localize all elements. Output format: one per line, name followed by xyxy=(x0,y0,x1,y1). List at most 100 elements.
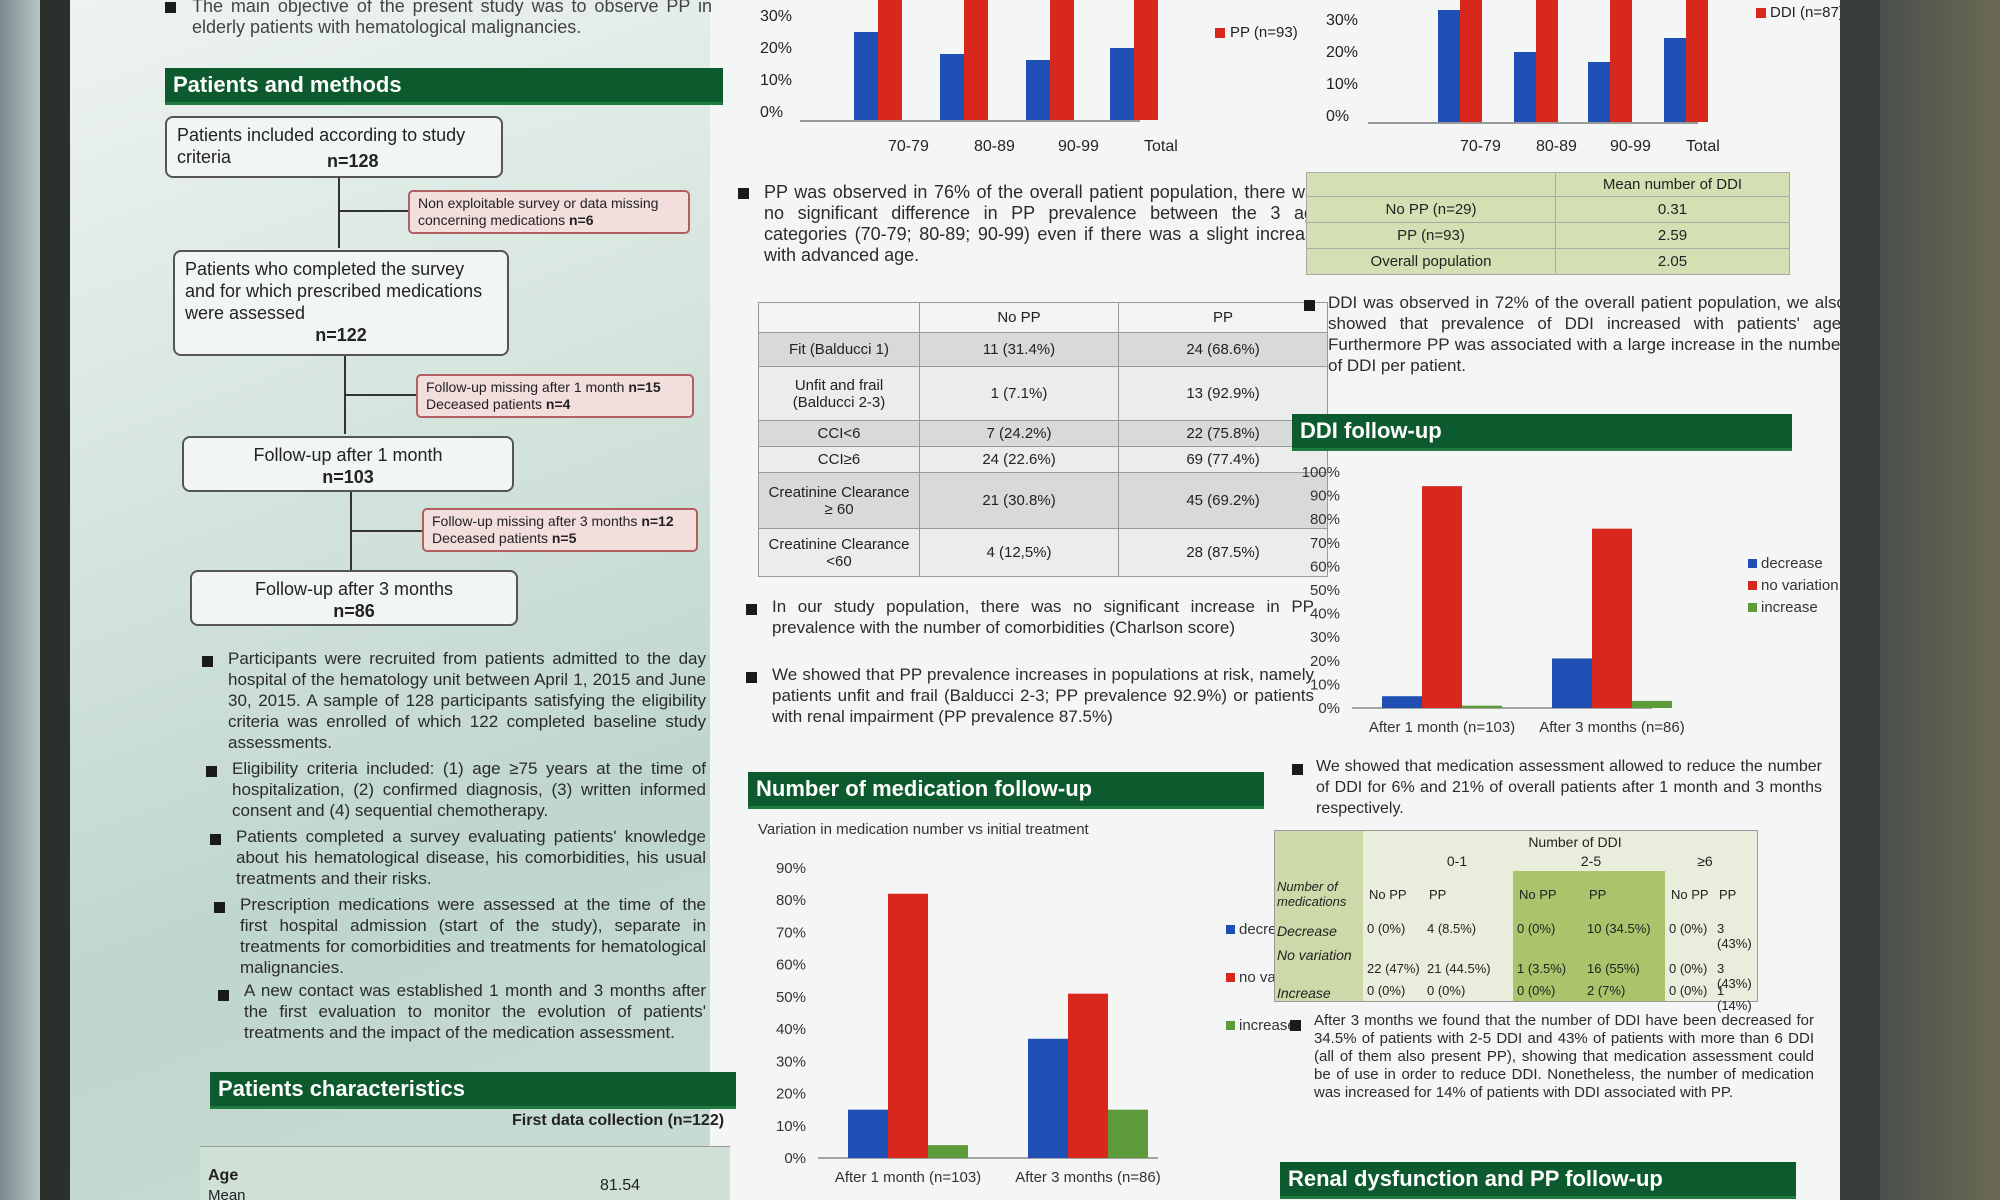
flow-missing-text: Follow-up missing after 1 month xyxy=(426,379,625,395)
flow-box-n: n=128 xyxy=(327,151,379,171)
age-label: Age xyxy=(208,1167,239,1184)
flow-excluded-text: Non exploitable survey or data missing c… xyxy=(418,195,659,228)
table-row: CCI<6 7 (24.2%) 22 (75.8%) xyxy=(758,420,1328,447)
flow-missing-1m-box: Follow-up missing after 1 month n=15 Dec… xyxy=(416,374,694,418)
age-mean-value: 81.54 xyxy=(600,1177,641,1194)
bar-noPP xyxy=(1110,48,1134,120)
bar-increase xyxy=(928,1145,968,1158)
x-tick-label: After 1 month (n=103) xyxy=(1369,719,1515,736)
legend-label: DDI (n=87) xyxy=(1770,4,1840,21)
bar-noDDI xyxy=(1588,62,1610,122)
legend-label: decrease xyxy=(1761,555,1823,572)
table-cell: 0 (0%) xyxy=(1517,983,1556,998)
bar-no-variation xyxy=(1068,993,1108,1158)
methods-bullet-3: Patients completed a survey evaluating p… xyxy=(236,827,706,888)
y-tick-label: 40% xyxy=(1310,606,1340,623)
bar-ddi xyxy=(1610,0,1632,122)
bullet xyxy=(218,990,229,1001)
bullet xyxy=(746,604,757,615)
y-tick-label: 70% xyxy=(776,924,806,941)
characteristics-table: Age Mean 81.54 xyxy=(200,1146,730,1200)
sub-header: PP xyxy=(1589,887,1607,902)
sub-header: No PP xyxy=(1671,887,1709,902)
sub-header: PP xyxy=(1719,887,1737,902)
table-cell: 24 (68.6%) xyxy=(1118,332,1328,367)
x-tick-label: After 1 month (n=103) xyxy=(835,1169,981,1186)
table-cell: Unfit and frail (Balducci 2-3) xyxy=(758,366,920,421)
x-tick: Total xyxy=(1686,138,1720,155)
flow-deceased-n: n=4 xyxy=(545,396,571,412)
group-header: 0-1 xyxy=(1446,853,1468,869)
table-title: Number of DDI xyxy=(1528,834,1622,850)
legend-swatch xyxy=(1215,28,1225,38)
y-tick-label: 0% xyxy=(1318,700,1340,717)
y-tick: 20% xyxy=(760,40,793,57)
table-cell: 0.31 xyxy=(1555,196,1790,223)
y-tick-label: 0% xyxy=(784,1150,806,1167)
medication-chart-plot: 90% 80% 70% 60% 50% 40% 30% 20% 10% 0% After 1 mon… xyxy=(776,860,1317,1186)
table-header xyxy=(758,302,920,333)
bullet xyxy=(1292,764,1303,775)
ddi-followup-chart: 100% 90% 80% 70% 60% 50% 40% 30% 20% 10% 0% After 1… xyxy=(1302,464,1839,736)
legend-swatch xyxy=(1226,925,1235,934)
table-cell: 7 (24.2%) xyxy=(919,420,1119,447)
x-tick: 90-99 xyxy=(1058,138,1099,155)
bar-noDDI xyxy=(1514,52,1536,122)
comorbidity-bullet: In our study population, there was no si… xyxy=(772,597,1314,637)
legend-label: no variation xyxy=(1761,577,1839,594)
table-cell: 45 (69.2%) xyxy=(1118,472,1328,529)
bar-ddi xyxy=(1536,0,1558,122)
x-tick: 90-99 xyxy=(1610,138,1651,155)
x-tick-label: After 3 months (n=86) xyxy=(1015,1169,1161,1186)
ddi-chart-plot: 100% 90% 80% 70% 60% 50% 40% 30% 20% 10% 0% After 1… xyxy=(1302,464,1839,736)
y-tick: 20% xyxy=(1326,44,1359,61)
table-cell: 1 (14%) xyxy=(1717,983,1752,1013)
x-tick: 70-79 xyxy=(1460,138,1501,155)
flow-box-included: Patients included according to study cri… xyxy=(165,116,503,178)
legend-swatch xyxy=(1226,973,1235,982)
mean-label: Mean xyxy=(208,1187,246,1200)
y-tick: 30% xyxy=(1326,12,1359,29)
ddi-age-bars xyxy=(1438,0,1738,122)
flow-missing-3m-box: Follow-up missing after 3 months n=12 De… xyxy=(422,508,698,552)
table-cell: 21 (44.5%) xyxy=(1427,961,1491,976)
legend-swatch xyxy=(1748,559,1757,568)
bullet xyxy=(1304,300,1315,311)
table-cell: No PP (n=29) xyxy=(1306,196,1556,223)
table-row: Unfit and frail (Balducci 2-3) 1 (7.1%) 13… xyxy=(758,366,1328,421)
group-header: ≥6 xyxy=(1697,853,1713,869)
bar-noPP xyxy=(854,32,878,120)
y-tick-label: 90% xyxy=(776,860,806,877)
y-tick-label: 10% xyxy=(1310,676,1340,693)
y-tick: 10% xyxy=(760,72,793,89)
section-patients-methods: Patients and methods xyxy=(165,68,723,105)
bar-increase xyxy=(1462,705,1502,708)
table-cell: 10 (34.5%) xyxy=(1587,921,1651,936)
table-row: Fit (Balducci 1) 11 (31.4%) 24 (68.6%) xyxy=(758,332,1328,367)
y-tick-label: 30% xyxy=(776,1053,806,1070)
legend-swatch xyxy=(1226,1021,1235,1030)
y-tick-label: 90% xyxy=(1310,488,1340,505)
bar-decrease xyxy=(1552,658,1592,708)
bullet xyxy=(210,834,221,845)
table-cell: 0 (0%) xyxy=(1367,983,1406,998)
legend-swatch xyxy=(1748,581,1757,590)
background-wall-right xyxy=(1880,0,2000,1200)
y-tick: 10% xyxy=(1326,76,1359,93)
methods-bullet-4: Prescription medications were assessed a… xyxy=(240,895,706,977)
y-tick-label: 50% xyxy=(776,989,806,1006)
table-header: No PP xyxy=(919,302,1119,333)
methods-bullet-2: Eligibility criteria included: (1) age ≥… xyxy=(232,759,706,820)
bullet xyxy=(746,672,757,683)
bullet xyxy=(206,766,217,777)
table-cell: 3 (43%) xyxy=(1717,961,1752,991)
bullet xyxy=(202,656,213,667)
flow-box-n: n=122 xyxy=(315,325,367,345)
x-tick: 80-89 xyxy=(1536,138,1577,155)
chart-title: Variation in medication number vs initia… xyxy=(758,821,1090,838)
ddi-number-table: Number of DDI 0-1 2-5 ≥6 Number of medic… xyxy=(1274,830,1758,1013)
medication-followup-chart: Variation in medication number vs initia… xyxy=(758,821,1317,1186)
table-row: Creatinine Clearance <60 4 (12,5%) 28 (87.… xyxy=(758,528,1328,577)
table-cell: 21 (30.8%) xyxy=(919,472,1119,529)
table-cell: PP (n=93) xyxy=(1306,222,1556,249)
